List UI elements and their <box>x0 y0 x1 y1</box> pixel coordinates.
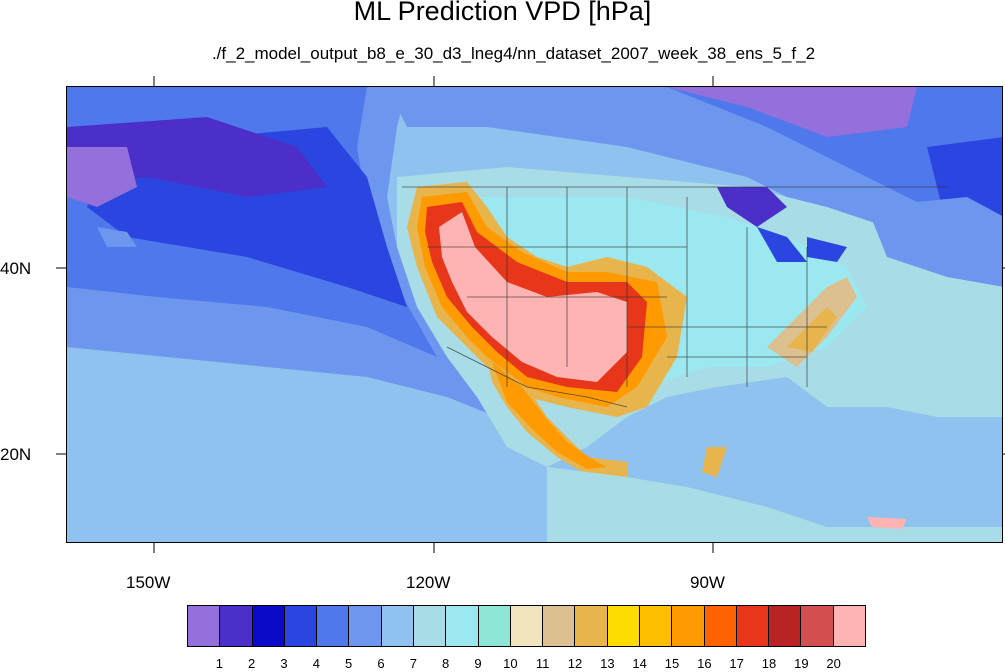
colorbar-swatch <box>252 606 285 646</box>
colorbar-label: 18 <box>761 656 777 671</box>
colorbar-label: 9 <box>474 656 482 671</box>
colorbar-label: 19 <box>794 656 809 671</box>
colorbar-label: 6 <box>377 656 385 671</box>
colorbar-swatch <box>446 606 479 646</box>
x-tick-label-90w: 90W <box>690 573 725 592</box>
colorbar-label: 2 <box>248 656 256 671</box>
colorbar-swatch <box>381 606 414 646</box>
colorbar-swatch <box>833 606 865 646</box>
colorbar-swatch <box>769 606 802 646</box>
colorbar-swatch <box>188 606 221 646</box>
y-tick-label-20n: 20N <box>0 445 32 464</box>
colorbar-label: 17 <box>729 656 744 671</box>
colorbar-label: 3 <box>280 656 288 671</box>
colorbar-label: 8 <box>442 656 450 671</box>
map-panel <box>66 86 1003 543</box>
colorbar-label: 1 <box>215 656 223 671</box>
colorbar-swatch <box>607 606 640 646</box>
colorbar-swatch <box>317 606 350 646</box>
colorbar-label: 16 <box>697 656 712 671</box>
colorbar-label: 14 <box>632 656 647 671</box>
colorbar-label: 15 <box>664 656 680 671</box>
colorbar-label: 11 <box>535 656 550 671</box>
colorbar-swatch <box>575 606 608 646</box>
colorbar-label: 7 <box>409 656 417 671</box>
colorbar-label: 12 <box>567 656 583 671</box>
colorbar <box>187 605 866 647</box>
y-tick-label-40n: 40N <box>0 259 32 278</box>
colorbar-swatch <box>543 606 576 646</box>
colorbar-label: 5 <box>345 656 353 671</box>
colorbar-label: 4 <box>312 656 320 671</box>
colorbar-swatch <box>639 606 673 646</box>
colorbar-label: 10 <box>503 656 518 671</box>
plot-title: ML Prediction VPD [hPa] <box>353 0 652 26</box>
colorbar-swatch <box>284 606 318 646</box>
colorbar-swatch <box>801 606 834 646</box>
colorbar-swatch <box>510 606 544 646</box>
x-tick-label-150w: 150W <box>126 573 171 592</box>
colorbar-swatch <box>413 606 447 646</box>
vpd-field-map <box>67 87 1002 542</box>
colorbar-swatch <box>349 606 382 646</box>
colorbar-swatch <box>478 606 511 646</box>
colorbar-swatch <box>736 606 770 646</box>
colorbar-label: 13 <box>600 656 615 671</box>
x-tick-label-120w: 120W <box>406 573 451 592</box>
colorbar-swatch <box>672 606 705 646</box>
colorbar-label: 20 <box>826 656 841 671</box>
colorbar-swatch <box>704 606 737 646</box>
plot-subtitle: ./f_2_model_output_b8_e_30_d3_lneg4/nn_d… <box>211 44 816 63</box>
colorbar-swatch <box>220 606 253 646</box>
